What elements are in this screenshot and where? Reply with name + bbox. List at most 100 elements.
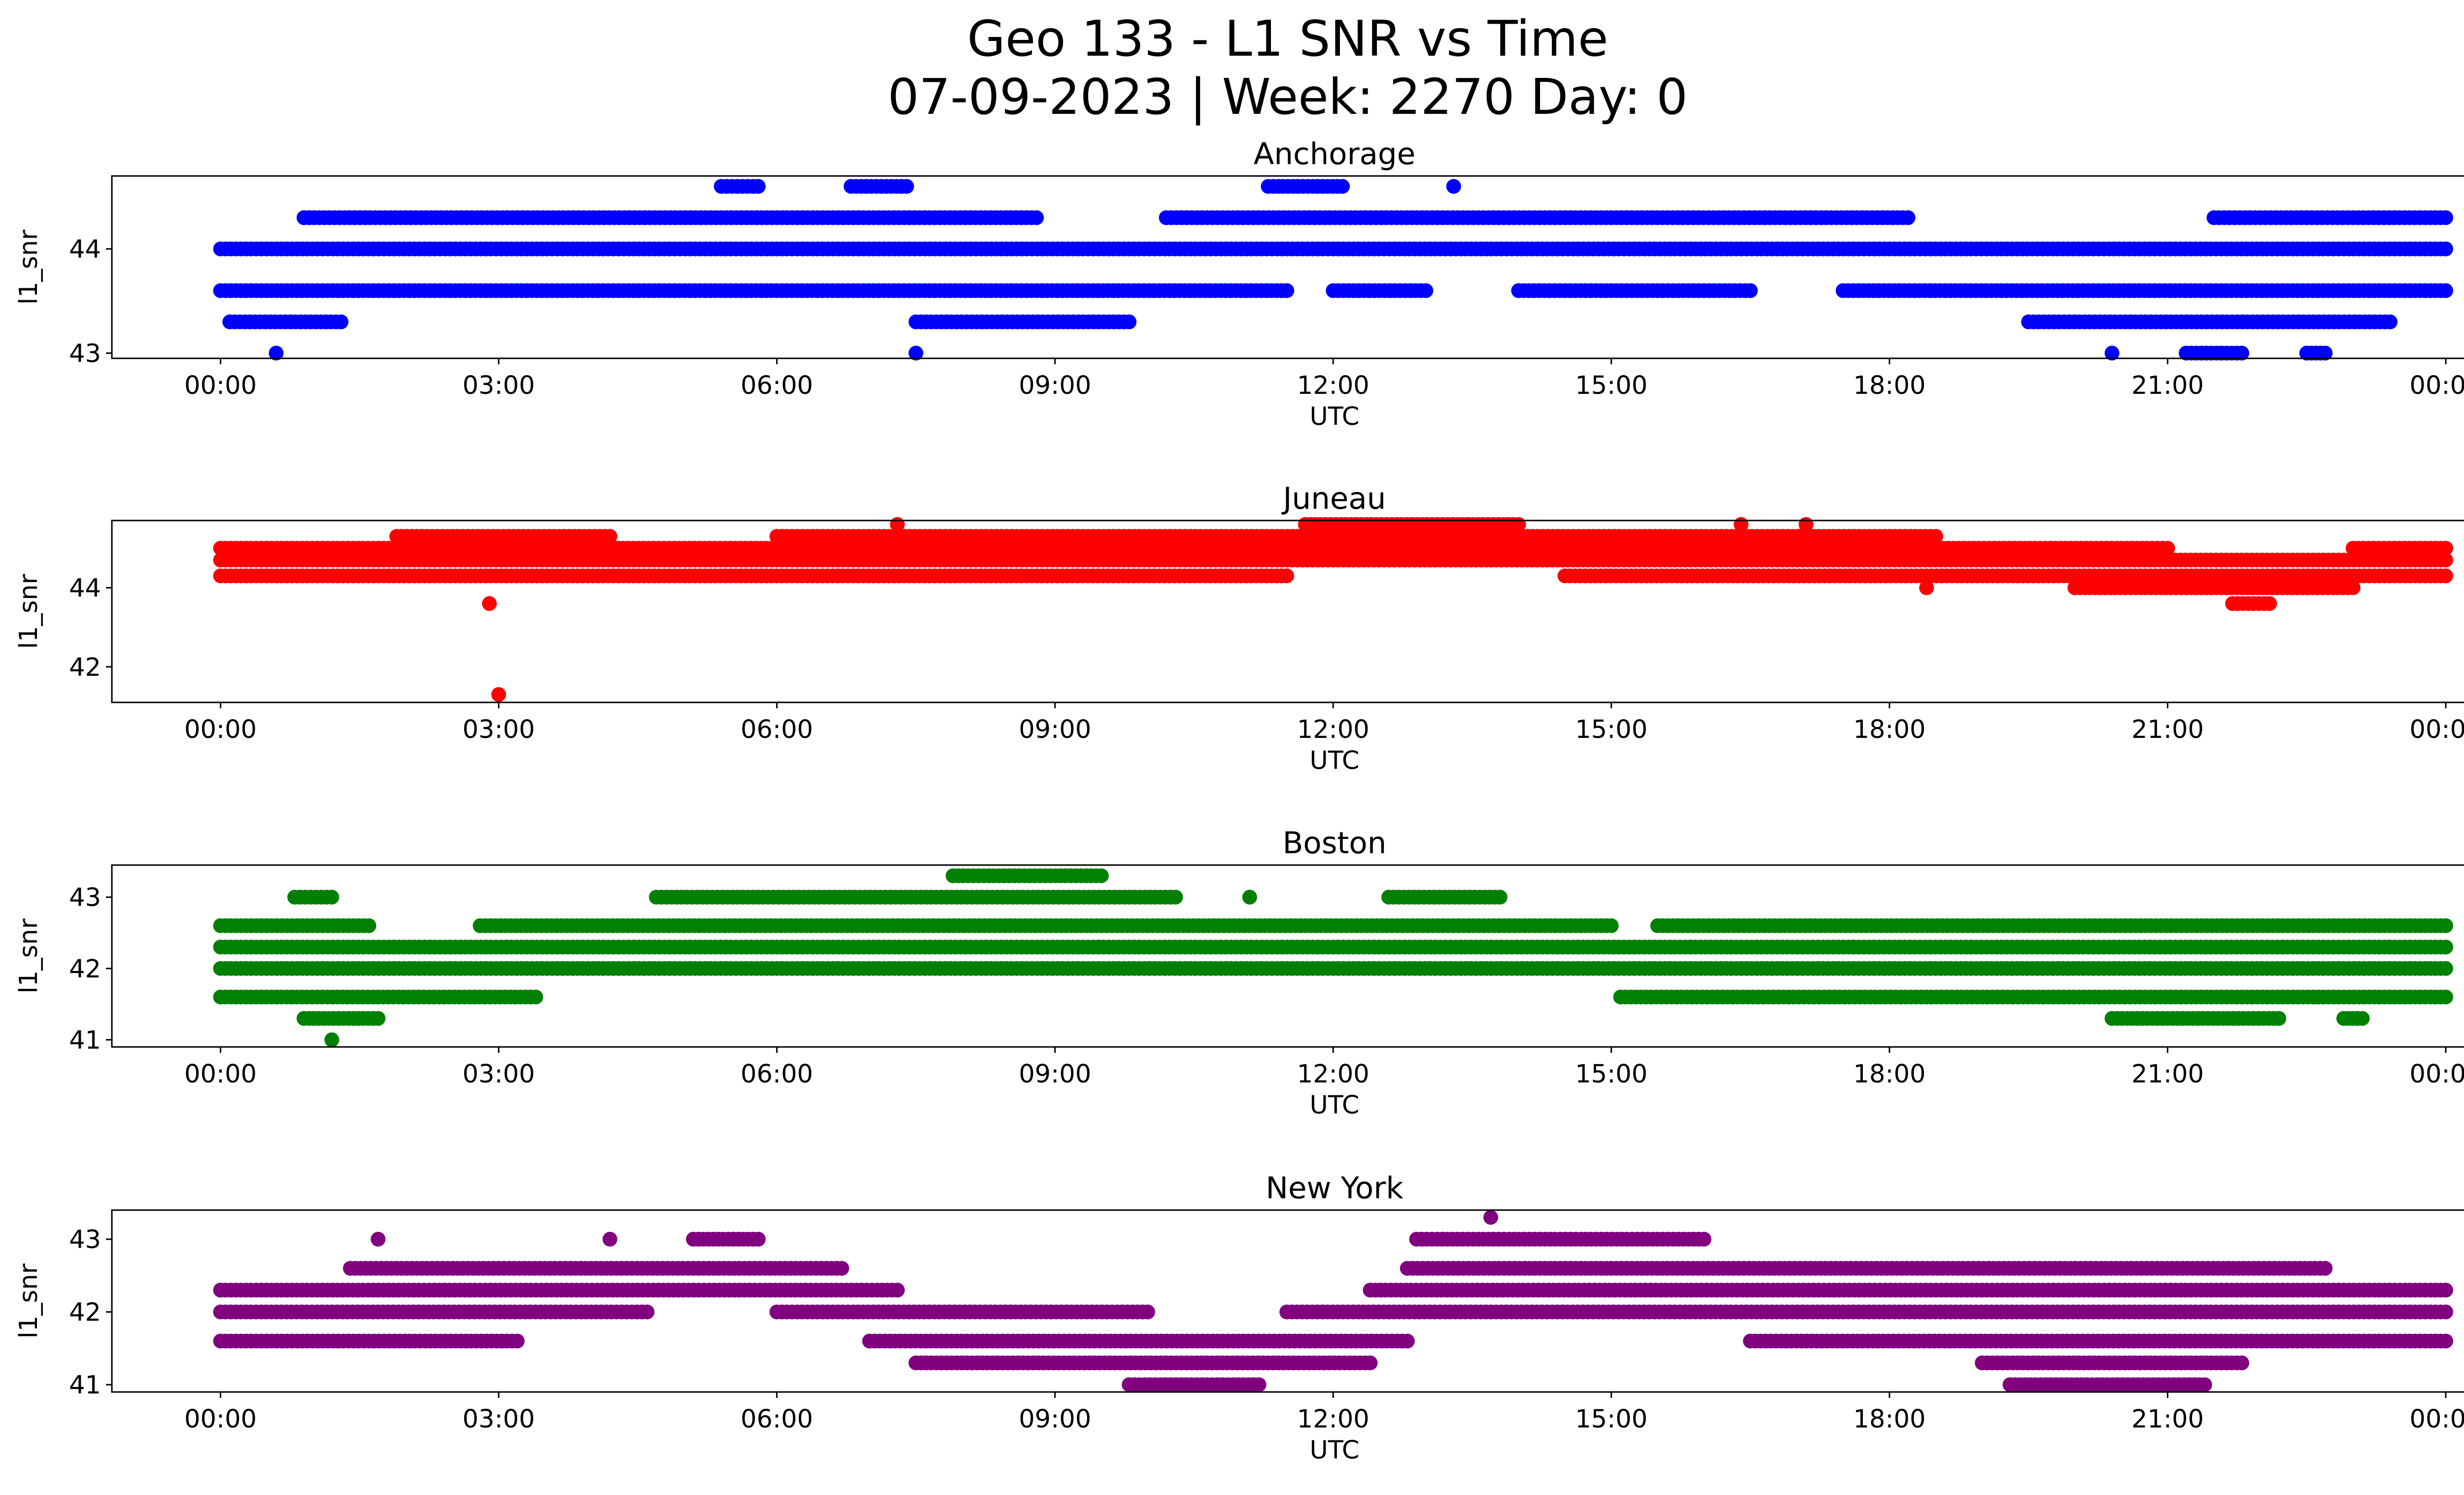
subplot-title: Boston (1283, 826, 1387, 861)
subplot-title: Juneau (1281, 481, 1386, 516)
data-point (1928, 529, 1944, 544)
data-point (890, 1283, 905, 1298)
data-point (2262, 596, 2277, 611)
data-point (602, 529, 617, 544)
data-point (2438, 918, 2453, 933)
data-point (1900, 210, 1916, 225)
x-tick-label: 03:00 (462, 715, 535, 744)
x-tick-label: 03:00 (462, 371, 535, 400)
data-point (528, 989, 544, 1005)
data-point (1418, 283, 1434, 298)
data-point (2383, 314, 2398, 329)
axes-frame (111, 520, 2464, 703)
data-point (1335, 179, 1350, 194)
data-point (908, 346, 924, 361)
data-point (1734, 517, 1749, 532)
data-point (2438, 939, 2453, 955)
x-tick-label: 00:00 (2410, 371, 2464, 400)
x-tick-label: 09:00 (1019, 715, 1091, 744)
data-point (1743, 283, 1758, 298)
x-tick-label: 06:00 (741, 715, 813, 744)
y-tick-label: 42 (69, 955, 101, 984)
data-point (1094, 868, 1109, 883)
data-point (890, 517, 905, 532)
data-point (1168, 890, 1183, 905)
data-point (2438, 283, 2453, 298)
data-point (2438, 961, 2453, 976)
data-point (2234, 346, 2250, 361)
data-point (2355, 1011, 2370, 1026)
data-point (1511, 517, 1526, 532)
x-tick-label: 15:00 (1575, 715, 1647, 744)
series-points (213, 179, 2453, 361)
data-point (899, 179, 914, 194)
figure-title-line2: 07-09-2023 | Week: 2270 Day: 0 (888, 68, 1688, 126)
data-point (2345, 580, 2361, 595)
data-point (1604, 918, 1619, 933)
x-tick-label: 00:00 (2410, 715, 2464, 744)
data-point (361, 918, 376, 933)
data-point (324, 1032, 340, 1047)
x-tick-label: 21:00 (2131, 1060, 2204, 1089)
data-point (2438, 242, 2453, 256)
data-point (1492, 890, 1507, 905)
subplot-title: Anchorage (1254, 137, 1416, 172)
y-axis-label: l1_snr (14, 574, 43, 649)
y-tick-label: 43 (69, 883, 101, 912)
series-points (213, 517, 2453, 702)
series-points (213, 868, 2453, 1047)
data-point (491, 687, 506, 702)
data-point (1446, 179, 1461, 194)
data-point (2160, 541, 2175, 556)
data-point (2438, 553, 2453, 568)
data-point (2104, 346, 2120, 361)
data-point (2318, 346, 2333, 361)
data-point (751, 179, 766, 194)
x-tick-label: 21:00 (2131, 371, 2204, 400)
x-tick-label: 00:00 (2410, 1060, 2464, 1089)
data-point (1029, 210, 1044, 225)
x-tick-label: 00:00 (184, 1060, 257, 1089)
data-point (2271, 1011, 2287, 1026)
y-axis-label: l1_snr (14, 918, 43, 993)
series-points (213, 1210, 2453, 1392)
x-tick-label: 12:00 (1297, 1060, 1369, 1089)
x-axis-label: UTC (1309, 402, 1359, 431)
x-tick-label: 12:00 (1297, 715, 1369, 744)
x-tick-label: 15:00 (1575, 371, 1647, 400)
y-tick-label: 44 (69, 574, 101, 603)
x-tick-label: 09:00 (1019, 371, 1091, 400)
data-point (2438, 541, 2453, 556)
data-point (1122, 314, 1137, 329)
figure-title-line1: Geo 133 - L1 SNR vs Time (967, 10, 1608, 68)
data-point (269, 346, 284, 361)
y-tick-label: 41 (69, 1026, 101, 1055)
axes-frame (111, 864, 2464, 1048)
y-tick-label: 42 (69, 653, 101, 682)
subplot-title: New York (1266, 1171, 1403, 1206)
data-point (334, 314, 349, 329)
data-point (2438, 568, 2453, 584)
figure-title: Geo 133 - L1 SNR vs Time 07-09-2023 | We… (0, 10, 2464, 126)
data-point (482, 596, 497, 611)
axes-frame (111, 175, 2464, 359)
data-point (2438, 210, 2453, 225)
x-tick-label: 00:00 (184, 715, 257, 744)
x-tick-label: 21:00 (2131, 715, 2204, 744)
data-point (1279, 568, 1295, 584)
y-tick-label: 44 (69, 235, 101, 264)
x-axis-label: UTC (1309, 1091, 1359, 1120)
x-tick-label: 18:00 (1853, 715, 1926, 744)
x-tick-label: 00:00 (184, 371, 257, 400)
subplot-juneau: Juneau 00:00 03:00 06:00 09:00 12:00 15:00 18:0… (14, 481, 2464, 775)
data-point (1798, 517, 1814, 532)
x-tick-label: 15:00 (1575, 1060, 1647, 1089)
data-point (1242, 890, 1257, 905)
x-tick-label: 09:00 (1019, 1060, 1091, 1089)
x-tick-label: 18:00 (1853, 371, 1926, 400)
data-point (371, 1011, 386, 1026)
x-tick-label: 06:00 (741, 371, 813, 400)
data-point (2438, 989, 2453, 1005)
